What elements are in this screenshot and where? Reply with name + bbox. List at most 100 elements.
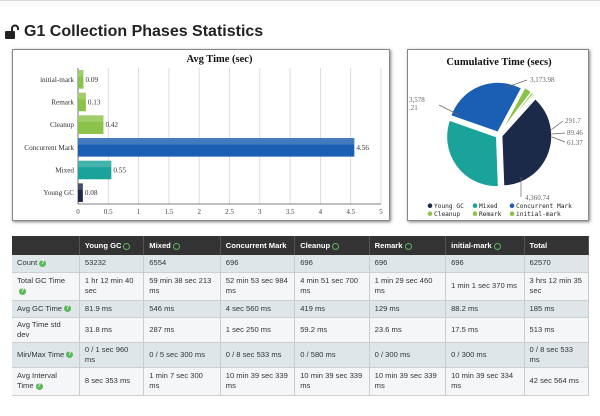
table-row: Min/Max Time? 0 / 1 sec 960 ms 0 / 5 sec 3… (12, 342, 590, 368)
refresh-icon[interactable] (172, 242, 180, 250)
table-cell: 10 min 39 sec 339 ms (220, 367, 296, 396)
table-cell: 62570 (524, 255, 590, 273)
help-icon[interactable]: ? (64, 305, 72, 312)
legend-label: Young GC (434, 203, 464, 210)
table-cell: 42 sec 564 ms (524, 367, 590, 396)
slice-label: 3,173.98 (530, 76, 555, 84)
table-cell: 696 (220, 255, 296, 273)
table-cell: 10 min 39 sec 339 ms (294, 367, 370, 396)
legend-marker (509, 211, 515, 216)
leader-line (550, 120, 564, 131)
bar-cleanup (78, 115, 104, 134)
x-tick-label: 4 (319, 208, 323, 216)
slice-label: 291.7 (565, 117, 581, 125)
table-cell: 1 min 7 sec 300 ms (143, 367, 221, 396)
column-header-concurrent-mark: Concurrent Mark (220, 236, 296, 255)
table-cell: 1 min 29 sec 460 ms (369, 272, 447, 301)
table-cell: 696 (369, 255, 447, 273)
table-cell: 0 / 5 sec 300 ms (143, 342, 221, 368)
bar-concurrent-mark (78, 138, 355, 157)
bar (78, 115, 104, 134)
column-header-cleanup: Cleanup (294, 236, 370, 255)
table-cell: 1 hr 12 min 40 sec (79, 272, 145, 301)
refresh-icon[interactable] (123, 242, 131, 250)
leader-line (551, 136, 566, 143)
bar-highlight (78, 183, 83, 190)
legend-item-young-gc: Young GC (427, 203, 464, 210)
table-cell: 59.2 ms (294, 317, 370, 343)
bar (78, 138, 355, 157)
refresh-icon[interactable] (404, 242, 412, 250)
pie-slice-initial-mark (501, 92, 536, 133)
x-tick-label: 2 (197, 208, 201, 216)
slice-label: 3,578 (409, 96, 425, 104)
refresh-icon[interactable] (332, 242, 340, 250)
help-icon[interactable]: ? (39, 259, 47, 267)
pie-slice-young-gc (501, 98, 553, 187)
section-heading: G1 Collection Phases Statistics (4, 22, 263, 42)
table-cell: 696 (294, 255, 370, 273)
legend-item-initial-mark: initial-mark (509, 211, 561, 218)
bar-highlight (78, 138, 355, 145)
table-cell: 546 ms (143, 300, 221, 318)
legend-marker (472, 211, 478, 216)
legend-item-cleanup: Cleanup (427, 211, 460, 218)
table-cell: 0 / 300 ms (369, 342, 447, 368)
table-cell: 4 sec 560 ms (220, 300, 296, 318)
column-header-young-gc: Young GC (79, 236, 145, 255)
bar-highlight (78, 115, 104, 122)
bar-initial-mark (78, 70, 84, 89)
column-header-initial-mark: initial-mark (445, 236, 525, 255)
slice-label: 61.37 (567, 139, 583, 147)
table-cell: 6554 (143, 255, 221, 273)
help-icon[interactable]: ? (35, 382, 43, 390)
x-tick-label: 2.5 (225, 208, 234, 216)
table-cell: 4 min 51 sec 700 ms (294, 272, 370, 301)
bar-highlight (78, 92, 86, 100)
help-icon[interactable]: ? (19, 287, 26, 295)
table-cell: 88.2 ms (445, 300, 525, 318)
table-header-row: Young GC Mixed Concurrent Mark Cleanup Remar… (12, 236, 590, 255)
table-cell: 59 min 38 sec 213 ms (143, 272, 221, 301)
table-cell: 129 ms (369, 300, 447, 318)
row-label-text: Count (17, 258, 38, 268)
x-tick-label: 1 (137, 208, 141, 216)
value-label: 0.09 (85, 76, 98, 84)
table-cell: 10 min 39 sec 339 ms (369, 367, 447, 396)
x-tick-label: 5 (379, 208, 383, 216)
table-cell: 10 min 39 sec 334 ms (445, 367, 525, 396)
slice-label: 4,360.74 (525, 194, 550, 202)
column-header-blank (12, 236, 80, 255)
refresh-icon[interactable] (493, 242, 501, 250)
avg-time-chart-svg: Avg Time (sec) 0 0.5 1 1.5 2 2.5 3 3.5 4 4.5 5 initi… (24, 54, 383, 216)
row-label: Total GC Time? (12, 272, 80, 301)
avg-time-chart: Avg Time (sec) 0 0.5 1 1.5 2 2.5 3 3.5 4 4.5 5 initi… (12, 49, 390, 221)
help-icon[interactable]: ? (66, 351, 74, 358)
slice-label: 89.46 (567, 129, 583, 137)
column-header-label: initial-mark (451, 241, 492, 250)
legend-marker (509, 203, 515, 208)
x-tick-label: 3 (258, 208, 262, 216)
legend-marker (427, 211, 433, 216)
table-cell: 1 min 1 sec 370 ms (445, 272, 525, 301)
table-cell: 17.5 ms (445, 317, 525, 343)
table-cell: 3 hrs 12 min 35 sec (524, 272, 590, 301)
table-cell: 81.9 ms (79, 300, 145, 318)
table-cell: 0 / 8 sec 533 ms (220, 342, 296, 368)
bar-highlight (78, 70, 84, 77)
value-label: 4.56 (356, 144, 369, 152)
table-cell: 1 sec 250 ms (220, 317, 296, 343)
legend-item-mixed: Mixed (472, 203, 498, 210)
legend-label: Cleanup (434, 211, 460, 218)
category-label: initial-mark (40, 76, 74, 84)
column-header-label: Cleanup (300, 241, 331, 250)
table-cell: 513 ms (524, 317, 590, 343)
legend-label: Concurrent Mark (516, 203, 572, 210)
bar (78, 92, 86, 112)
legend-item-remark: Remark (472, 211, 502, 218)
row-label: Avg GC Time? (12, 300, 80, 318)
bar-mixed (78, 160, 112, 180)
pie-slice-mixed (445, 119, 500, 188)
pie-slice-concurrent-mark (449, 81, 523, 133)
table-row: Total GC Time? 1 hr 12 min 40 sec 59 min 3… (12, 272, 590, 301)
